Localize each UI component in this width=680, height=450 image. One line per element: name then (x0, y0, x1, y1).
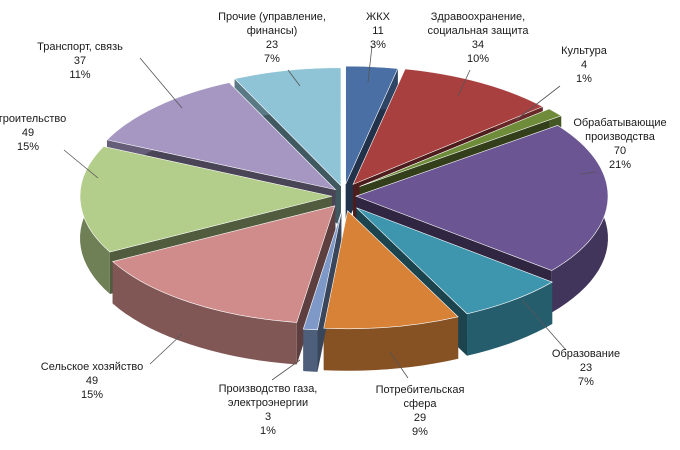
label-name: электроэнергии (228, 397, 308, 409)
slice-label-сельское-хозяйство: Сельское хозяйство 49 15% (41, 361, 143, 401)
slice-side-потребительская-сфера (323, 316, 459, 371)
label-name: финансы) (247, 25, 298, 37)
label-value: 3 (265, 411, 271, 423)
label-leader-lines (63, 45, 597, 381)
label-value: 29 (414, 412, 426, 424)
label-percent: 7% (578, 376, 594, 388)
label-name: Сельское хозяйство (41, 361, 143, 373)
pie-slice-потребительская-сфера[interactable] (323, 210, 459, 330)
leader-line-культура (515, 85, 561, 121)
leader-line-здравоохранение-социальная-защита (457, 69, 471, 97)
label-percent: 1% (260, 425, 276, 437)
slice-label-культура: Культура 4 1% (561, 45, 608, 85)
label-percent: 9% (412, 426, 428, 438)
label-percent: 15% (17, 141, 39, 153)
slice-label-жкх: ЖКХ 11 3% (366, 11, 391, 51)
slice-side-сельское-хозяйство (112, 261, 297, 365)
label-name: Потребительская (376, 384, 465, 396)
label-name: ЖКХ (366, 11, 391, 23)
label-name: Здравоохранение, (431, 11, 525, 23)
pie-slice-жкх[interactable] (345, 65, 399, 185)
pie-slice-культура[interactable] (359, 108, 562, 187)
pie-slice-обрабатывающие-производства[interactable] (355, 125, 609, 271)
leader-line-образование (521, 299, 567, 351)
label-name: Образование (552, 348, 620, 360)
leader-line-строительство (63, 149, 99, 179)
label-percent: 11% (69, 69, 90, 81)
pie-slice-сельское-хозяйство[interactable] (112, 205, 336, 323)
slice-label-здравоохранение-социальная-защита: Здравоохранение, социальная защита 34 10% (427, 11, 529, 65)
label-name: производства (585, 131, 656, 143)
label-percent: 21% (609, 159, 631, 171)
label-percent: 7% (264, 53, 280, 65)
leader-line-производство-газа-электроэнергии (271, 359, 301, 381)
pie-slice-здравоохранение-социальная-защита[interactable] (352, 68, 544, 185)
label-name: Обрабатывающие (573, 117, 666, 129)
label-percent: 10% (467, 53, 489, 65)
slice-label-потребительская-сфера: Потребительская сфера 29 9% (376, 384, 465, 438)
leader-line-обрабатывающие-производства (579, 171, 597, 175)
leader-line-сельское-хозяйство (149, 333, 183, 365)
label-value: 49 (22, 127, 34, 139)
label-value: 70 (614, 145, 626, 157)
slice-side-образование (467, 282, 553, 356)
label-value: 49 (86, 375, 98, 387)
slice-label-производство-газа-электроэнергии: Производство газа, электроэнергии 3 1% (219, 383, 318, 437)
label-value: 4 (581, 59, 587, 71)
slice-side-производство-газа-электроэнергии (303, 329, 318, 372)
pie-slices (79, 65, 609, 331)
label-name: социальная защита (427, 25, 529, 37)
label-value: 34 (472, 39, 484, 51)
slice-label-транспорт-связь: Транспорт, связь 37 11% (37, 41, 123, 81)
label-name: Строительство (0, 113, 66, 125)
pie-slice-строительство[interactable] (79, 146, 333, 253)
pie-slice-транспорт-связь[interactable] (106, 82, 337, 191)
label-value: 37 (74, 55, 86, 67)
label-value: 23 (266, 39, 278, 51)
label-percent: 3% (370, 39, 386, 51)
leader-line-жкх (367, 45, 373, 83)
label-name: Транспорт, связь (37, 41, 123, 53)
slice-label-прочие-управление-финансы: Прочие (управление, финансы) 23 7% (218, 11, 326, 65)
slice-label-строительство: Строительство 49 15% (0, 113, 66, 153)
slice-label-образование: Образование 23 7% (552, 348, 620, 388)
label-name: Культура (561, 45, 608, 57)
label-percent: 1% (576, 73, 592, 85)
label-value: 11 (372, 25, 383, 37)
leader-line-потребительская-сфера (389, 351, 409, 379)
label-name: сфера (404, 398, 438, 410)
label-percent: 15% (81, 389, 103, 401)
label-value: 23 (580, 362, 592, 374)
label-name: Прочие (управление, (218, 11, 326, 23)
pie-slice-образование[interactable] (356, 207, 553, 315)
leader-line-транспорт-связь (139, 57, 183, 109)
leader-line-прочие-управление-финансы (287, 69, 301, 87)
slice-labels: ЖКХ 11 3% Здравоохранение, социальная защита… (0, 11, 667, 438)
pie-slice-производство-газа-электроэнергии[interactable] (302, 212, 342, 331)
slice-label-обрабатывающие-производства: Обрабатывающие производства 70 21% (573, 117, 666, 171)
pie-slice-прочие-управление-финансы[interactable] (234, 67, 342, 187)
label-name: Производство газа, (219, 383, 318, 395)
